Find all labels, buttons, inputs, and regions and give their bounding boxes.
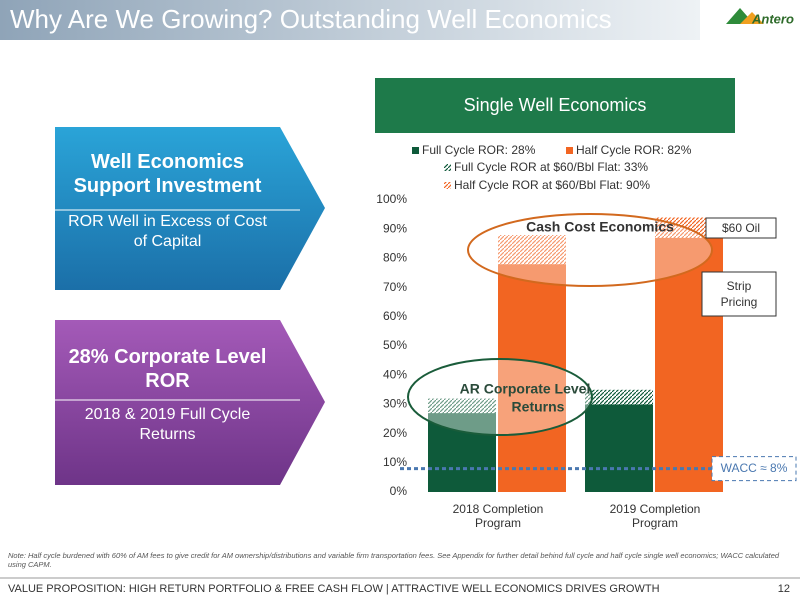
bar — [585, 404, 653, 492]
chart-title-box — [375, 78, 735, 133]
footer-text: VALUE PROPOSITION: HIGH RETURN PORTFOLIO… — [8, 583, 660, 595]
annotation: Strip — [727, 279, 752, 293]
legend-marker — [444, 164, 451, 171]
annotation: Cash Cost Economics — [526, 219, 674, 235]
note: Note: Half cycle burdened with 60% of AM… — [8, 551, 780, 569]
panel-arrow — [55, 127, 325, 290]
panel-title: Well Economics Support Investment — [73, 151, 262, 197]
y-tick-label: 60% — [383, 309, 407, 323]
wacc-label: WACC ≈ 8% — [721, 461, 788, 475]
annotation: Returns — [512, 399, 565, 415]
panel-arrow — [55, 320, 325, 485]
chart-title: Single Well Economics — [464, 95, 647, 115]
bar — [498, 264, 566, 492]
panel-text: 2018 & 2019 Full Cycle Returns — [84, 406, 251, 443]
annotation-box — [701, 271, 777, 317]
legend-label: Full Cycle ROR: 28% — [422, 143, 536, 157]
panel-title: 28% Corporate Level ROR — [68, 346, 267, 392]
annotation: $60 Oil — [722, 221, 760, 235]
highlight-ellipse — [467, 213, 713, 287]
x-tick-label: 2018 Completion Program — [452, 502, 544, 530]
y-tick-label: 50% — [383, 338, 407, 352]
legend-marker — [412, 147, 419, 154]
header-title: Why Are We Growing? Outstanding Well Eco… — [10, 4, 612, 34]
legend-marker — [566, 147, 573, 154]
logo-icon — [740, 12, 764, 24]
header-bar — [0, 0, 700, 40]
legend-marker — [444, 182, 451, 189]
y-tick-label: 30% — [383, 397, 407, 411]
y-tick-label: 90% — [383, 221, 407, 235]
y-tick-label: 10% — [383, 455, 407, 469]
y-tick-label: 40% — [383, 367, 407, 381]
highlight-ellipse — [407, 358, 593, 436]
annotation: Pricing — [721, 295, 758, 309]
annotation-box — [705, 217, 777, 239]
panel-text: ROR Well in Excess of Cost of Capital — [68, 213, 267, 250]
x-tick-label: 2019 Completion Program — [609, 502, 701, 530]
y-tick-label: 20% — [383, 426, 407, 440]
y-tick-label: 80% — [383, 251, 407, 265]
annotation: AR Corporate Level — [460, 381, 591, 397]
y-tick-label: 70% — [383, 280, 407, 294]
y-tick-label: 100% — [376, 192, 407, 206]
annotation-box — [711, 456, 797, 482]
y-tick-label: 0% — [390, 484, 408, 498]
chart: 0% 10% 20% 30% 40% 50% 60% 70% 80% 90% 100% Full Cy… — [376, 143, 797, 498]
logo: Antero — [751, 11, 794, 26]
page-number: 12 — [778, 583, 790, 595]
legend-label: Half Cycle ROR at $60/Bbl Flat: 90% — [454, 178, 650, 192]
legend-label: Full Cycle ROR at $60/Bbl Flat: 33% — [454, 160, 648, 174]
legend-label: Half Cycle ROR: 82% — [576, 143, 692, 157]
